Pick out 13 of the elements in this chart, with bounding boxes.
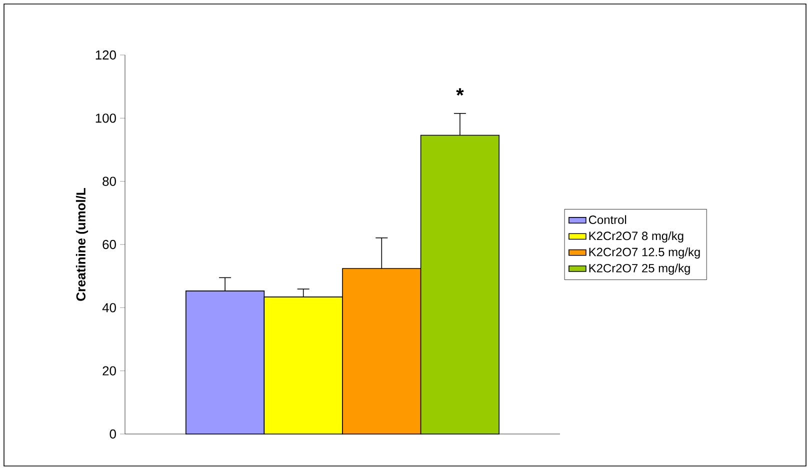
legend-label: K2Cr2O7 12.5 mg/kg (589, 247, 700, 259)
y-tick-label: 0 (110, 429, 116, 439)
legend-label: K2Cr2O7 8 mg/kg (589, 231, 684, 242)
legend-label: Control (588, 215, 626, 224)
y-tick-label: 120 (96, 50, 116, 60)
y-tick-label: 100 (96, 114, 116, 123)
y-tick-label: 20 (102, 366, 116, 376)
y-axis-title: Creatinine (umol/L (76, 188, 88, 301)
y-tick-label: 60 (102, 240, 116, 250)
y-tick-label: 80 (102, 176, 116, 186)
legend-label: K2Cr2O7 25 mg/kg (589, 264, 690, 275)
y-tick-label: 40 (102, 303, 116, 312)
annotation: * (456, 88, 464, 96)
